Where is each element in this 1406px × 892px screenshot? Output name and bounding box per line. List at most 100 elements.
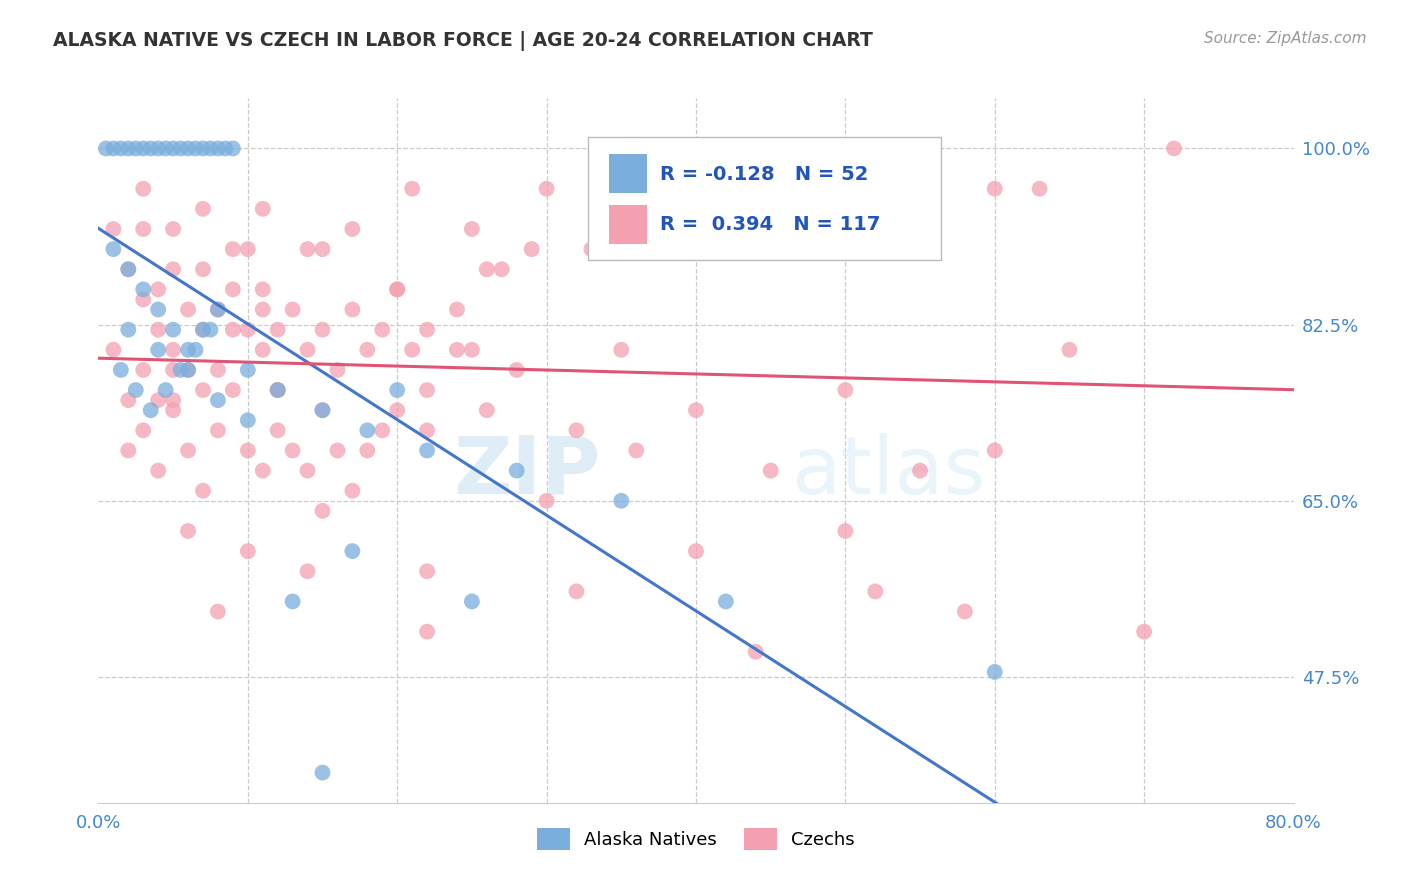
Bar — [609, 154, 647, 194]
Point — [461, 343, 484, 357]
Point — [110, 363, 132, 377]
Point — [685, 544, 707, 558]
Point — [162, 222, 184, 236]
Point — [162, 393, 184, 408]
Point — [297, 464, 319, 478]
Point — [536, 182, 558, 196]
Point — [953, 605, 976, 619]
Point — [155, 383, 177, 397]
Point — [311, 765, 333, 780]
Point — [103, 222, 125, 236]
Point — [177, 141, 200, 155]
Bar — [609, 205, 647, 244]
Point — [184, 343, 207, 357]
Point — [207, 605, 229, 619]
Point — [148, 343, 170, 357]
Point — [148, 393, 170, 408]
Point — [148, 282, 170, 296]
Point — [162, 363, 184, 377]
Point — [908, 222, 931, 236]
Point — [207, 141, 229, 155]
Point — [401, 182, 423, 196]
Point — [385, 282, 409, 296]
Point — [222, 282, 245, 296]
Point — [281, 302, 304, 317]
Point — [610, 242, 633, 256]
Point — [184, 141, 207, 155]
Point — [267, 423, 290, 437]
Point — [385, 282, 409, 296]
Point — [117, 262, 139, 277]
Point — [148, 323, 170, 337]
Point — [191, 483, 214, 498]
Point — [700, 202, 723, 216]
Point — [356, 343, 378, 357]
Point — [342, 302, 364, 317]
Point — [207, 302, 229, 317]
Point — [132, 222, 155, 236]
Legend: Alaska Natives, Czechs: Alaska Natives, Czechs — [530, 821, 862, 857]
Text: R = -0.128   N = 52: R = -0.128 N = 52 — [661, 165, 869, 184]
Point — [311, 504, 333, 518]
Point — [610, 493, 633, 508]
Point — [834, 383, 856, 397]
Point — [475, 262, 498, 277]
Point — [110, 141, 132, 155]
Point — [162, 403, 184, 417]
Point — [281, 594, 304, 608]
Point — [117, 393, 139, 408]
Point — [222, 242, 245, 256]
Point — [416, 323, 439, 337]
Point — [342, 483, 364, 498]
Point — [132, 423, 155, 437]
Point — [984, 443, 1007, 458]
Point — [252, 202, 274, 216]
Point — [177, 363, 200, 377]
Point — [177, 363, 200, 377]
Point — [610, 343, 633, 357]
Point — [281, 443, 304, 458]
Point — [148, 302, 170, 317]
Point — [416, 423, 439, 437]
Point — [491, 262, 513, 277]
Point — [207, 363, 229, 377]
Point — [297, 343, 319, 357]
Point — [714, 594, 737, 608]
Point — [311, 242, 333, 256]
Point — [148, 141, 170, 155]
Point — [191, 202, 214, 216]
Point — [1059, 343, 1081, 357]
Point — [191, 262, 214, 277]
Point — [908, 464, 931, 478]
Point — [169, 141, 191, 155]
Point — [177, 443, 200, 458]
Point — [162, 323, 184, 337]
Point — [177, 302, 200, 317]
Point — [139, 141, 162, 155]
Point — [461, 594, 484, 608]
Point — [984, 665, 1007, 679]
Point — [252, 464, 274, 478]
Point — [297, 242, 319, 256]
Point — [416, 624, 439, 639]
Point — [759, 464, 782, 478]
Point — [475, 403, 498, 417]
Point — [103, 242, 125, 256]
Point — [520, 242, 543, 256]
Point — [267, 383, 290, 397]
Point — [326, 443, 349, 458]
Point — [132, 182, 155, 196]
Point — [1028, 182, 1050, 196]
Point — [1163, 141, 1185, 155]
Point — [745, 645, 768, 659]
Point — [326, 363, 349, 377]
Point — [565, 584, 588, 599]
Point — [581, 242, 603, 256]
Point — [191, 323, 214, 337]
Point — [1133, 624, 1156, 639]
Point — [207, 302, 229, 317]
Point — [401, 343, 423, 357]
Point — [162, 141, 184, 155]
Point — [342, 544, 364, 558]
Point — [125, 383, 148, 397]
